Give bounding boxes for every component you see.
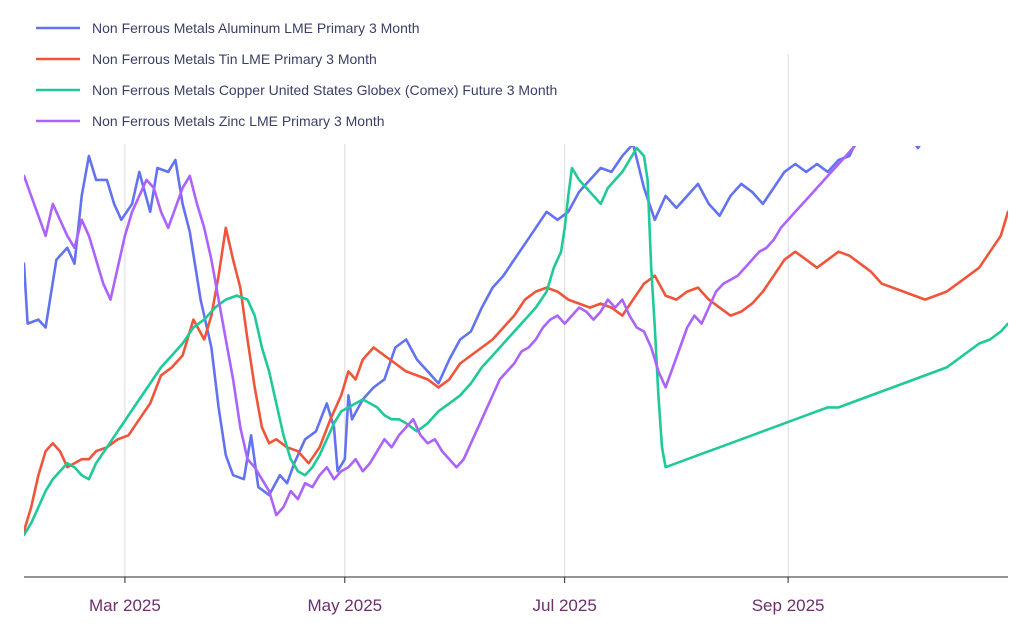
legend-item-3[interactable]: Non Ferrous Metals Copper United States … [36,82,557,98]
legend-item-1[interactable]: Non Ferrous Metals Aluminum LME Primary … [36,20,420,36]
series-group [24,146,1008,537]
legend-label: Non Ferrous Metals Aluminum LME Primary … [92,20,420,36]
x-tick-label: Mar 2025 [89,596,161,615]
legend-item-4[interactable]: Non Ferrous Metals Zinc LME Primary 3 Mo… [36,113,385,129]
x-tick-label: Jul 2025 [533,596,597,615]
series-line-2 [24,210,1008,533]
series-line-3 [24,146,1008,537]
legend-background [24,10,664,144]
legend-item-2[interactable]: Non Ferrous Metals Tin LME Primary 3 Mon… [36,51,377,67]
x-ticks: Mar 2025 May 2025 Jul 2025 Sep 2025 [89,577,825,615]
legend-label: Non Ferrous Metals Copper United States … [92,82,557,98]
series-line-4 [24,146,857,517]
legend-label: Non Ferrous Metals Zinc LME Primary 3 Mo… [92,113,385,129]
legend-label: Non Ferrous Metals Tin LME Primary 3 Mon… [92,51,377,67]
x-tick-label: May 2025 [307,596,382,615]
legend[interactable]: Non Ferrous Metals Aluminum LME Primary … [24,10,664,144]
series-line-1 [24,146,921,497]
x-tick-label: Sep 2025 [752,596,825,615]
